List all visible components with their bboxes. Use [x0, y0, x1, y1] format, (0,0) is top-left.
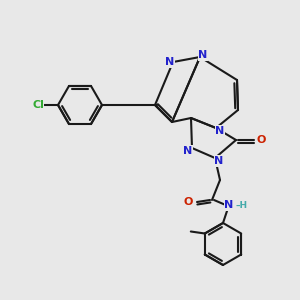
Text: Cl: Cl — [32, 100, 44, 110]
Text: N: N — [183, 146, 193, 156]
Text: N: N — [198, 50, 208, 60]
Text: O: O — [256, 135, 266, 145]
Text: N: N — [214, 156, 224, 166]
Text: O: O — [183, 197, 193, 207]
Text: –H: –H — [235, 200, 247, 209]
Text: N: N — [215, 126, 225, 136]
Text: N: N — [224, 200, 234, 210]
Text: N: N — [165, 57, 175, 67]
